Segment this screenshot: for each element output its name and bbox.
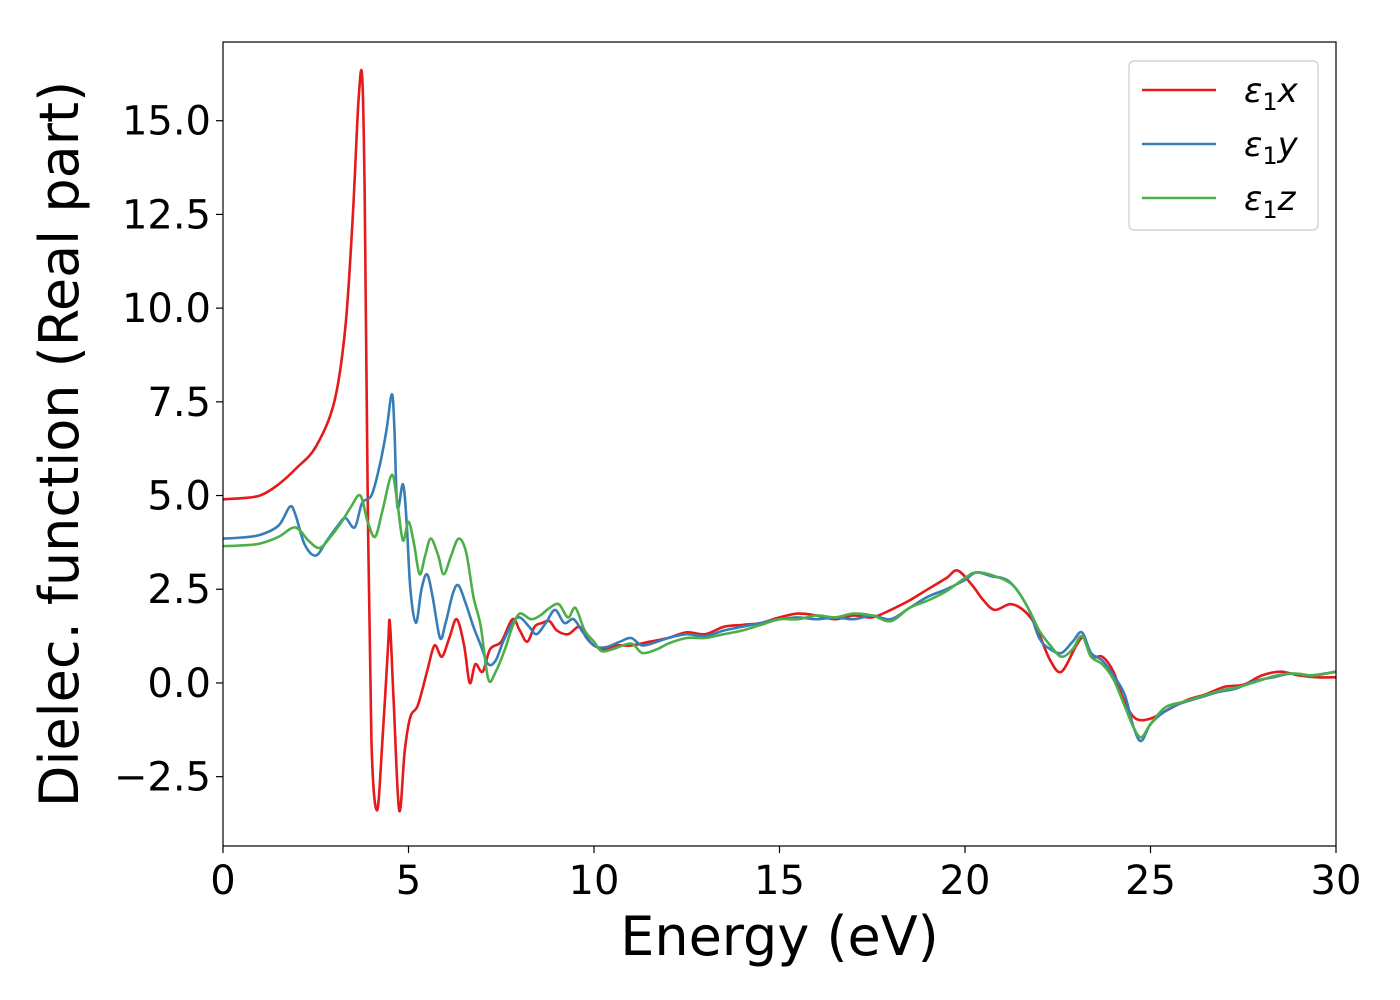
- series-layer: [222, 68, 1337, 813]
- legend-subscript: 1: [1262, 88, 1277, 116]
- x-tick-label: 30: [1311, 858, 1362, 904]
- y-tick-label: 15.0: [122, 99, 211, 145]
- y-tick-label: 2.5: [147, 567, 211, 613]
- legend-label-z: ε1z: [1244, 179, 1297, 224]
- legend-subscript: 1: [1262, 142, 1277, 170]
- x-tick-label: 20: [940, 858, 991, 904]
- legend-symbol: ε: [1244, 71, 1262, 111]
- x-axis-label: Energy (eV): [620, 905, 939, 968]
- legend-label-x: ε1x: [1244, 71, 1299, 116]
- x-tick-label: 5: [396, 858, 421, 904]
- x-tick-label: 10: [569, 858, 620, 904]
- y-tick-label: 5.0: [147, 474, 211, 520]
- x-axis-ticks: 0 5 10 15 20 25 30: [210, 846, 1361, 904]
- legend-label-y: ε1y: [1244, 125, 1299, 170]
- y-tick-label: 0.0: [147, 661, 211, 707]
- series-line-z: [222, 473, 1337, 739]
- y-axis-ticks: −2.5 0.0 2.5 5.0 7.5 10.0 12.5 15.0: [114, 99, 223, 801]
- legend-component: x: [1277, 71, 1299, 111]
- x-tick-label: 25: [1125, 858, 1176, 904]
- y-tick-label: 10.0: [122, 286, 211, 332]
- legend-component: z: [1277, 179, 1297, 219]
- y-tick-label: 12.5: [122, 192, 211, 238]
- legend-symbol: ε: [1244, 125, 1262, 165]
- legend-component: y: [1277, 125, 1299, 165]
- series-line-y: [222, 392, 1337, 743]
- x-tick-label: 15: [754, 858, 805, 904]
- legend-box: [1128, 60, 1319, 231]
- y-tick-label: 7.5: [147, 380, 211, 426]
- legend-symbol: ε: [1244, 179, 1262, 219]
- x-tick-label: 0: [210, 858, 235, 904]
- y-tick-label: −2.5: [114, 755, 211, 801]
- legend-subscript: 1: [1262, 196, 1277, 224]
- y-axis-label: Dielec. function (Real part): [28, 81, 91, 807]
